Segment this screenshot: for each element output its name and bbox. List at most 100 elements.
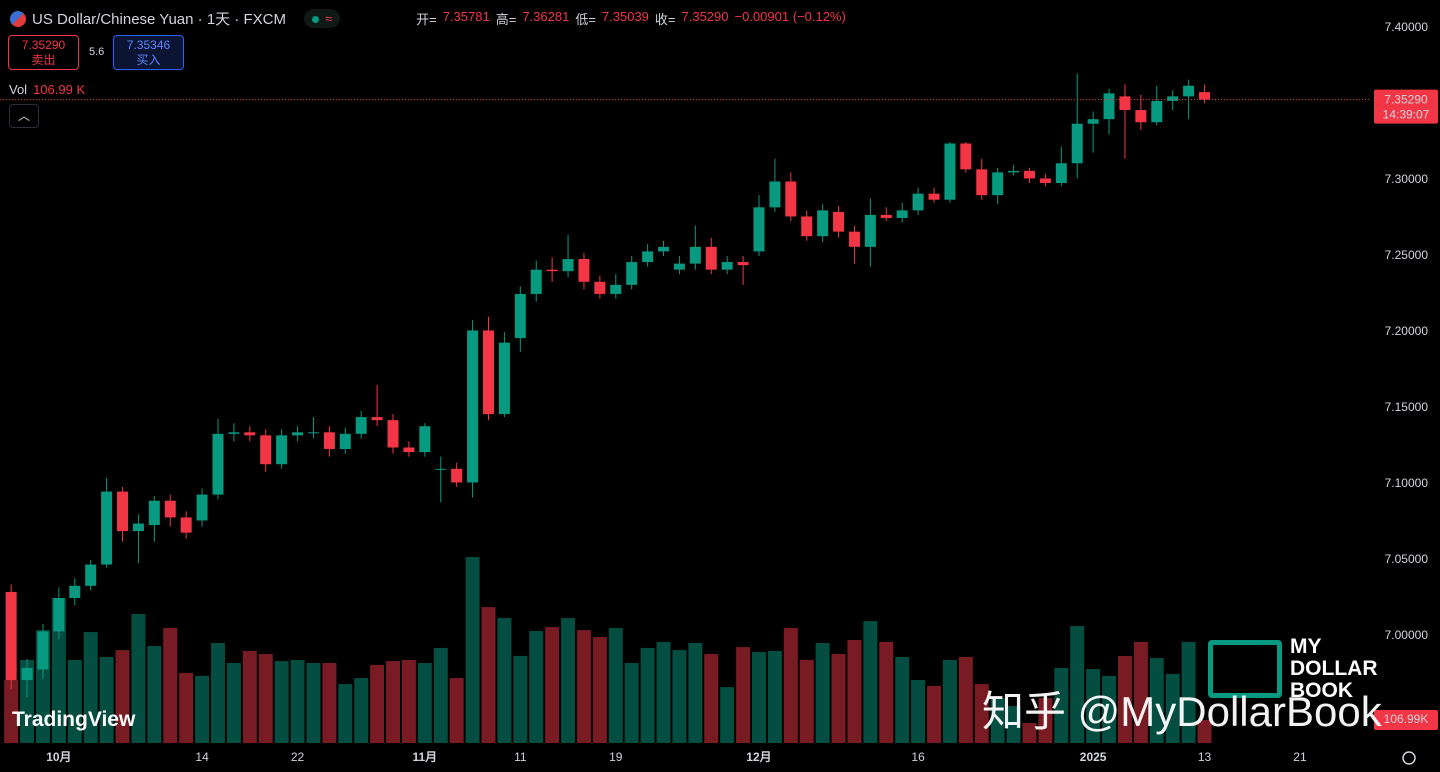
volume-bar	[847, 639, 862, 743]
candle-body	[1151, 100, 1163, 123]
symbol-icon	[10, 10, 26, 27]
candle-body	[673, 263, 685, 270]
volume-bar	[624, 663, 639, 743]
candle-body	[546, 269, 558, 272]
volume-bar	[306, 663, 321, 743]
candle-body	[658, 246, 670, 252]
candle-body	[498, 342, 510, 415]
candle-body	[530, 269, 542, 294]
volume-bar	[1022, 723, 1037, 743]
volume-bar	[1197, 719, 1212, 743]
candle-body	[1039, 178, 1051, 184]
volume-bar	[242, 650, 257, 743]
volume-bar	[417, 663, 432, 743]
candle-body	[1055, 163, 1067, 184]
volume-bar	[1054, 667, 1069, 743]
y-tick-label: 7.15000	[1385, 400, 1429, 414]
candle-body	[833, 211, 845, 232]
candle-body	[912, 193, 924, 211]
candle-body	[276, 435, 288, 465]
volume-bar	[990, 698, 1005, 743]
legend-key: 收=	[654, 12, 676, 27]
candle-body	[387, 420, 399, 448]
candle-body	[514, 293, 526, 339]
volume-bar	[386, 661, 401, 743]
volume-bar	[767, 650, 782, 743]
x-tick-label: 22	[291, 750, 305, 764]
collapse-button[interactable]: ︿	[9, 104, 39, 128]
legend-value: 7.35781	[442, 9, 490, 24]
buy-price: 7.35346	[126, 38, 171, 52]
candle-body	[482, 330, 494, 415]
sell-label: 卖出	[31, 53, 56, 67]
x-tick-label: 11	[514, 750, 527, 764]
volume-bar	[815, 643, 830, 743]
volume-bar	[799, 659, 814, 743]
candle-body	[292, 432, 304, 436]
volume-bar	[879, 641, 894, 743]
volume-bar	[370, 664, 385, 743]
candle-body	[1008, 170, 1020, 173]
volume-axis-label: 106.99K	[1384, 712, 1429, 726]
legend-value: 7.35290	[681, 9, 729, 24]
candle-body	[307, 432, 319, 434]
volume-bar	[911, 679, 926, 743]
volume-bar	[4, 679, 19, 743]
symbol[interactable]: US Dollar/Chinese Yuan · 1天 · FXCM	[32, 11, 286, 28]
x-tick-label: 10月	[46, 750, 71, 764]
candle-body	[689, 246, 701, 264]
settings-icon[interactable]	[1402, 751, 1416, 765]
candle-body	[801, 216, 813, 237]
volume-bar	[1102, 675, 1117, 743]
volume-label-box	[1374, 709, 1438, 730]
candle-body	[642, 251, 654, 263]
candle-body	[960, 143, 972, 170]
candle-body	[1199, 92, 1211, 100]
y-tick-label: 7.40000	[1385, 20, 1429, 34]
volume-bar	[1149, 658, 1164, 743]
volume-bar	[895, 656, 910, 743]
candle-body	[371, 417, 383, 421]
logo-icon	[1208, 640, 1282, 698]
volume-bar	[83, 632, 98, 743]
volume-bar	[576, 630, 591, 743]
candle-body	[705, 246, 717, 270]
volume-bar	[195, 675, 210, 743]
status[interactable]: ≈	[303, 9, 341, 28]
y-tick-label: 7.30000	[1385, 172, 1429, 186]
volume-value: 106.99 K	[33, 82, 86, 97]
volume-bar	[545, 627, 560, 743]
candle-body	[785, 181, 797, 217]
volume-bar	[529, 630, 544, 743]
candle-body	[5, 591, 17, 681]
change: −0.00901 (−0.12%)	[734, 9, 846, 24]
logo-line: DOLLAR	[1290, 657, 1378, 680]
volume-bar	[465, 556, 480, 743]
volume-bar	[736, 647, 751, 743]
volume-bar	[210, 643, 225, 743]
volume-bar	[688, 643, 703, 743]
volume-bar	[179, 672, 194, 743]
candle-body	[148, 500, 160, 526]
candle-body	[323, 432, 335, 450]
candle-body	[435, 468, 447, 470]
brand: TradingView	[12, 708, 136, 731]
logo-line: MY	[1290, 635, 1322, 658]
buy-button[interactable]: 7.35346 买入	[113, 35, 184, 70]
candle-body	[1103, 93, 1115, 120]
volume-title: Vol	[9, 82, 28, 97]
candle-body	[944, 143, 956, 200]
x-tick-label: 2025	[1080, 750, 1107, 764]
volume-bar	[1181, 641, 1196, 743]
sell-button[interactable]: 7.35290 卖出	[8, 35, 79, 70]
candle-body	[753, 207, 765, 252]
candle-body	[578, 259, 590, 282]
x-tick-label: 16	[911, 750, 925, 764]
volume-bar	[401, 659, 416, 743]
legend-value: 7.35039	[601, 9, 649, 24]
candle-body	[769, 181, 781, 208]
volume-bar	[481, 607, 496, 743]
last-price-box	[1374, 89, 1438, 124]
volume-bar	[958, 656, 973, 743]
